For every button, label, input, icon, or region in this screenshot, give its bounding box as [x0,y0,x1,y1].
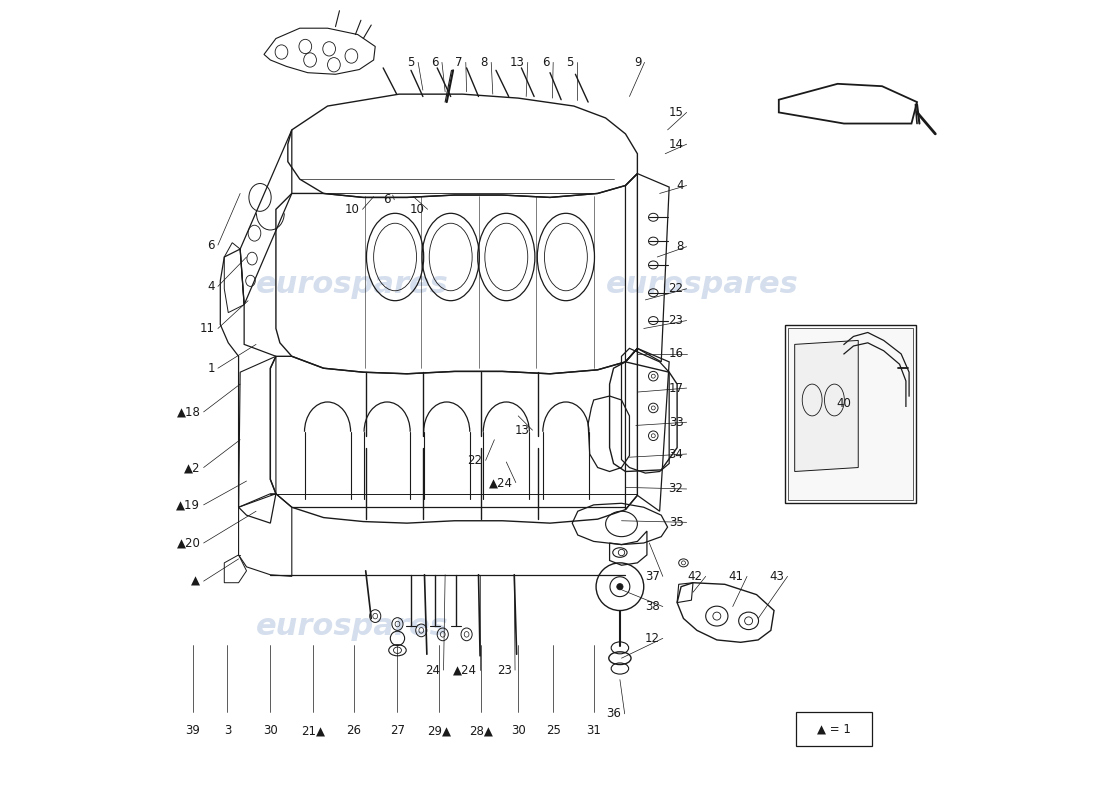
Text: 14: 14 [669,138,683,150]
Text: 5: 5 [408,56,415,69]
Text: 12: 12 [645,632,660,645]
Text: 43: 43 [770,570,784,583]
Text: 6: 6 [207,238,215,251]
Text: 11: 11 [200,322,214,335]
Text: eurospares: eurospares [256,270,449,299]
Text: 13: 13 [509,56,525,69]
Text: 21▲: 21▲ [301,724,326,737]
Text: ▲24: ▲24 [453,664,477,677]
Text: eurospares: eurospares [606,270,799,299]
Text: 16: 16 [669,347,683,361]
Text: 30: 30 [263,724,277,737]
Text: ▲18: ▲18 [177,406,200,418]
Text: 23: 23 [669,314,683,327]
Text: 41: 41 [729,570,744,583]
Text: 31: 31 [586,724,601,737]
Text: 27: 27 [390,724,405,737]
Text: 3: 3 [223,724,231,737]
Bar [785,325,916,503]
Text: 22: 22 [468,454,483,467]
Text: eurospares: eurospares [256,612,449,641]
Text: 40: 40 [836,398,851,410]
Bar [796,712,871,746]
Text: 25: 25 [546,724,561,737]
Text: ▲: ▲ [191,574,200,588]
Text: ▲24: ▲24 [488,476,513,489]
Text: 35: 35 [669,516,683,529]
Text: 37: 37 [645,570,660,583]
Text: 6: 6 [542,56,550,69]
Text: 38: 38 [645,600,660,613]
Text: 4: 4 [676,179,683,192]
Text: 33: 33 [669,416,683,429]
Text: 15: 15 [669,106,683,119]
Text: 4: 4 [207,280,215,293]
Text: ▲ = 1: ▲ = 1 [817,722,851,735]
Text: 10: 10 [409,203,425,216]
Text: 23: 23 [497,664,512,677]
Text: 8: 8 [676,240,683,253]
Text: 26: 26 [346,724,361,737]
Text: 6: 6 [431,56,439,69]
Text: 6: 6 [384,194,392,206]
Text: 9: 9 [634,56,641,69]
Text: 36: 36 [606,707,621,720]
Text: 28▲: 28▲ [469,724,493,737]
Text: 32: 32 [669,482,683,495]
Text: ▲20: ▲20 [177,537,200,550]
Bar [789,328,913,500]
Text: 22: 22 [669,282,683,295]
Text: 10: 10 [344,203,360,216]
Text: 29▲: 29▲ [427,724,451,737]
Text: 42: 42 [688,570,703,583]
Text: 34: 34 [669,447,683,461]
Ellipse shape [617,583,623,590]
Text: 30: 30 [510,724,526,737]
Polygon shape [794,341,858,471]
Text: ▲19: ▲19 [176,498,200,511]
Text: 8: 8 [481,56,488,69]
Text: 13: 13 [515,424,529,437]
Text: 7: 7 [455,56,463,69]
Text: 5: 5 [566,56,574,69]
Text: 17: 17 [669,382,683,394]
Text: 24: 24 [426,664,440,677]
Text: 1: 1 [207,362,215,374]
Text: ▲2: ▲2 [184,461,200,474]
Text: 39: 39 [185,724,200,737]
